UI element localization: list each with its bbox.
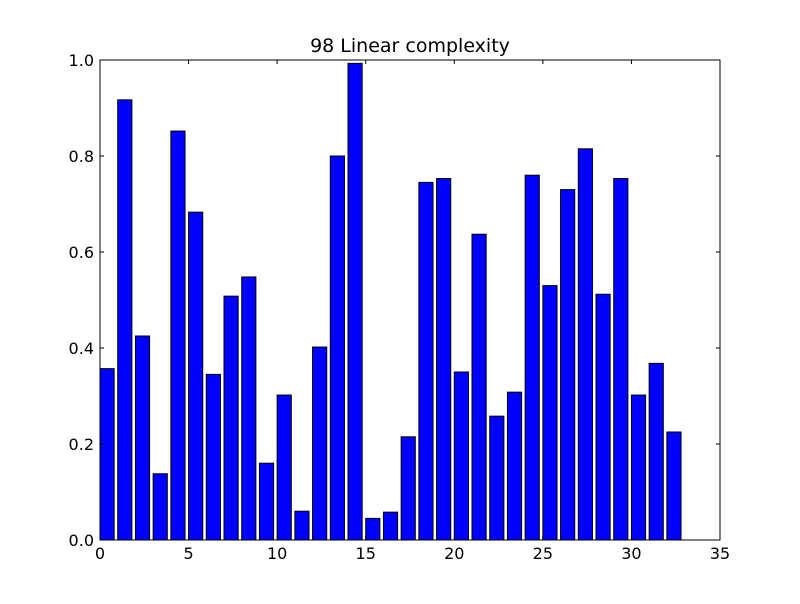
bar-16 [382, 511, 399, 541]
bar-20 [453, 371, 469, 541]
bar-10 [276, 394, 292, 541]
x-tick-label: 15 [356, 544, 376, 563]
bar-15 [365, 517, 381, 541]
bar-9 [258, 462, 275, 541]
x-tick-label: 10 [267, 544, 287, 563]
bar-19 [436, 178, 452, 541]
bar-0 [99, 368, 115, 541]
bar-27 [577, 148, 593, 541]
y-tick-label: 0.0 [69, 531, 94, 550]
bar-23 [506, 391, 523, 541]
bar-7 [223, 295, 239, 541]
bar-8 [241, 276, 257, 541]
x-tick-label: 30 [621, 544, 641, 563]
ticks-group: 0 5 10 15 20 25 30 35 0.0 0.2 0.4 0.6 0.8 1.0 [69, 51, 731, 563]
x-tick-label: 0 [95, 544, 105, 563]
bar-25 [542, 285, 558, 541]
y-tick-label: 0.4 [69, 339, 94, 358]
x-tick-label: 20 [444, 544, 464, 563]
bars-group [99, 62, 682, 541]
bar-2 [134, 335, 151, 541]
bar-1 [117, 99, 133, 541]
y-tick-label: 0.6 [69, 243, 94, 262]
bar-12 [312, 346, 328, 541]
bar-5 [188, 211, 204, 541]
bar-4 [170, 130, 186, 541]
bar-24 [524, 174, 540, 541]
bar-3 [152, 473, 168, 541]
axes-frame [99, 59, 721, 541]
bar-11 [294, 510, 310, 541]
x-tick-label: 5 [183, 544, 193, 563]
bar-29 [613, 178, 629, 541]
bar-17 [400, 436, 416, 541]
bar-14 [347, 62, 363, 541]
x-tick-label: 35 [710, 544, 730, 563]
bar-13 [329, 155, 345, 541]
x-tick-label: 25 [533, 544, 553, 563]
bar-6 [205, 373, 221, 541]
bar-31 [648, 362, 664, 541]
chart-title: 98 Linear complexity [310, 35, 510, 57]
y-tick-label: 0.2 [69, 435, 94, 454]
bar-32 [666, 431, 682, 541]
bar-21 [471, 233, 487, 541]
bar-28 [595, 293, 611, 541]
y-tick-label: 0.8 [69, 147, 94, 166]
y-tick-label: 1.0 [69, 51, 94, 70]
bar-22 [489, 415, 505, 541]
bar-18 [418, 181, 434, 541]
bar-26 [560, 189, 576, 541]
bar-30 [630, 394, 647, 541]
